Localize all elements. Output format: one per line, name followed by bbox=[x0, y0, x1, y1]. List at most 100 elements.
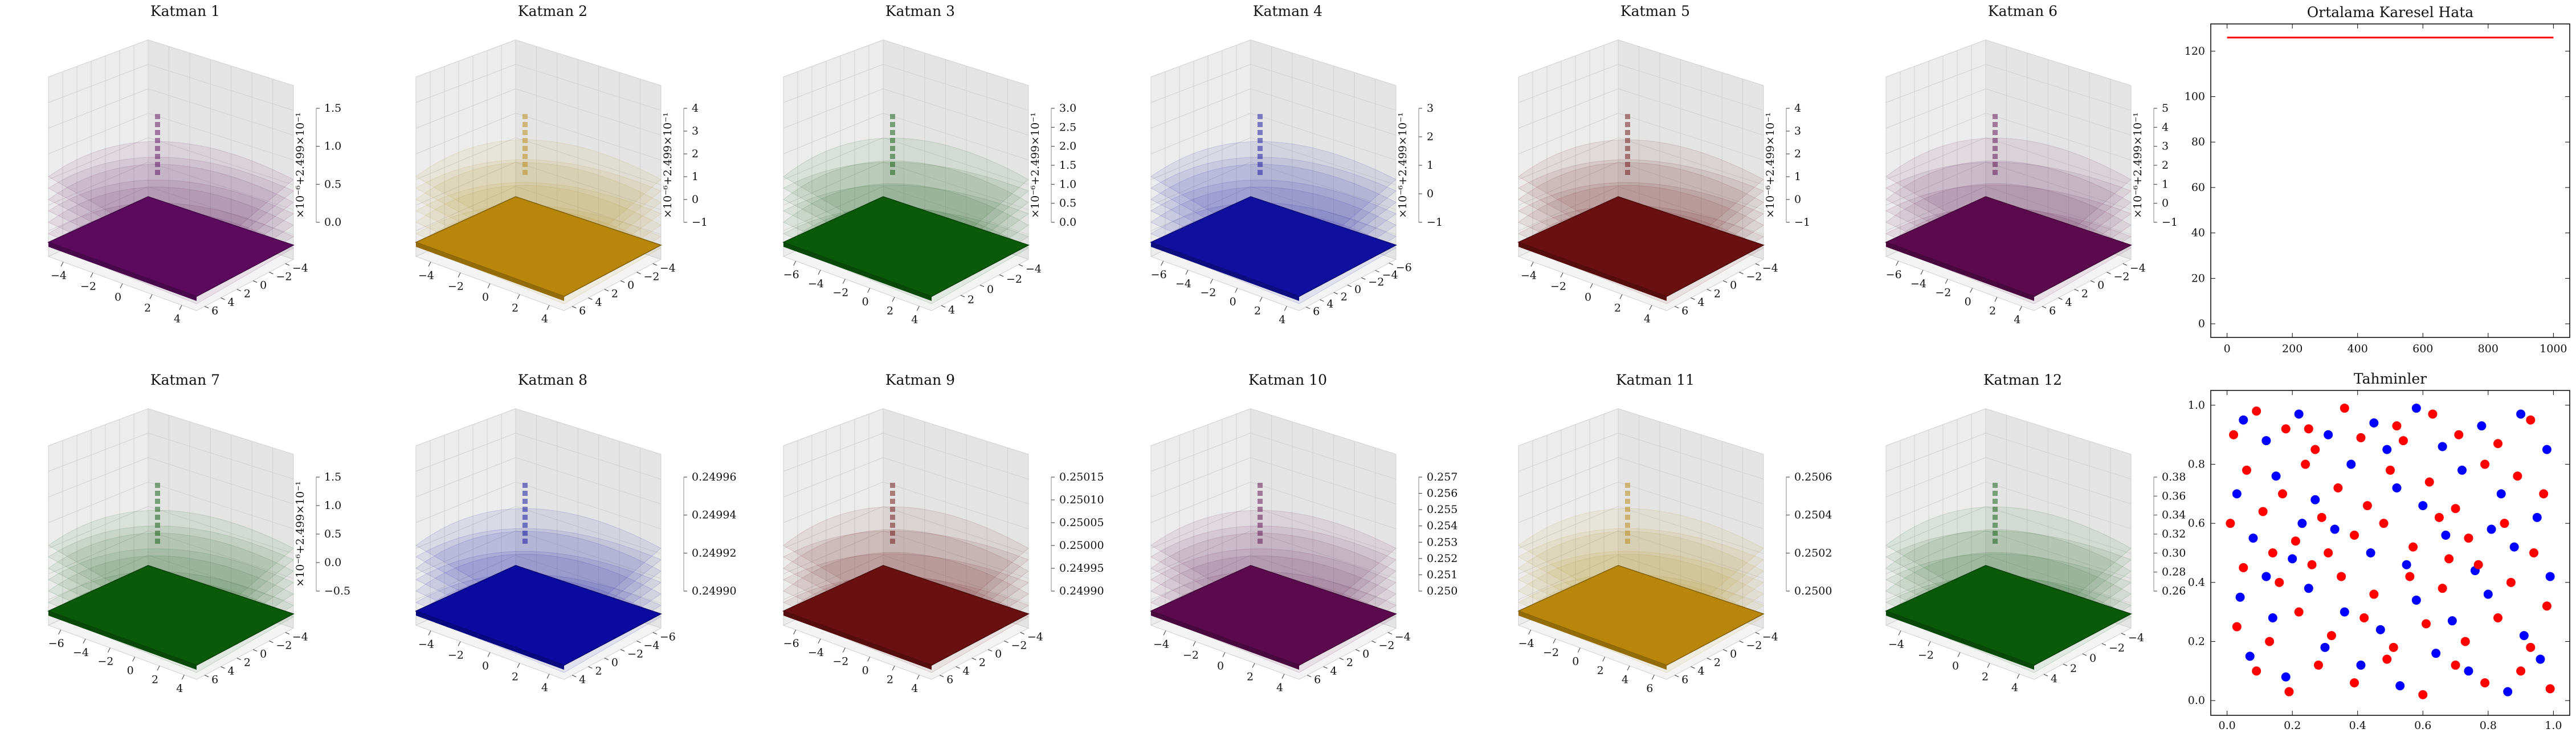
y-tick-label: 2 bbox=[2081, 288, 2088, 300]
y-tick-label: 6 bbox=[579, 305, 586, 317]
x-tick-mark bbox=[793, 260, 797, 266]
marker-point bbox=[1625, 483, 1630, 488]
y-tick-label: 2 bbox=[967, 294, 974, 306]
z-tick-label: 1 bbox=[1794, 170, 1801, 183]
y-tick-label: −4 bbox=[1762, 631, 1778, 644]
scatter-point bbox=[2288, 554, 2297, 564]
x-tick-label: 0 bbox=[2224, 343, 2231, 355]
marker-point bbox=[890, 162, 895, 167]
y-tick-mark bbox=[1674, 675, 1679, 677]
x-tick-mark bbox=[517, 663, 520, 668]
y-tick-mark bbox=[1722, 280, 1728, 283]
scatter-point bbox=[2516, 409, 2526, 419]
x-tick-mark bbox=[867, 657, 871, 662]
pane-gridlines bbox=[48, 45, 294, 253]
y-tick-mark bbox=[939, 675, 944, 677]
y-tick-label: 0.2 bbox=[2188, 635, 2205, 648]
marker-point bbox=[1258, 491, 1263, 496]
scatter-point bbox=[2284, 687, 2294, 697]
scatter-point bbox=[2411, 595, 2421, 605]
z-tick-label: 0 bbox=[1427, 188, 1434, 200]
scatter-point bbox=[2229, 430, 2239, 439]
x-tick-mark bbox=[1970, 288, 1973, 293]
scatter-point bbox=[2333, 483, 2343, 492]
marker-point bbox=[155, 499, 160, 504]
pane-gridlines bbox=[1885, 45, 2132, 253]
x-tick-mark bbox=[181, 674, 185, 680]
x-tick-label: −2 bbox=[1550, 280, 1566, 293]
y-tick-label: 2 bbox=[979, 657, 986, 669]
pane-gridlines bbox=[415, 45, 662, 253]
x-tick-mark bbox=[916, 674, 920, 680]
marker-point bbox=[1258, 146, 1263, 151]
marker-point bbox=[890, 507, 895, 512]
x-tick-mark bbox=[842, 648, 846, 653]
marker-point bbox=[1625, 170, 1630, 175]
marker-point bbox=[890, 130, 895, 135]
x-tick-label: 0 bbox=[1217, 660, 1224, 673]
marker-point bbox=[1625, 539, 1630, 544]
marker-point bbox=[522, 130, 528, 135]
z-tick-label: 1.0 bbox=[1059, 178, 1076, 190]
marker-point bbox=[522, 483, 528, 488]
marker-point bbox=[1993, 114, 1998, 119]
scatter-point bbox=[2291, 536, 2300, 546]
y-tick-label: 0 bbox=[1354, 283, 1361, 296]
x-tick-mark bbox=[1651, 674, 1655, 680]
y-tick-label: 6 bbox=[1313, 306, 1320, 318]
z-offset-label: ×10⁻⁶+2.499×10⁻¹ bbox=[2132, 112, 2144, 218]
y-tick-label: −4 bbox=[1027, 631, 1043, 644]
scatter-point bbox=[2258, 507, 2268, 516]
x-tick-mark bbox=[1945, 279, 1948, 284]
marker-point bbox=[1993, 130, 1998, 135]
y-tick-label: −6 bbox=[1396, 261, 1412, 274]
marker-point bbox=[890, 483, 895, 488]
z-tick-label: −1 bbox=[1794, 216, 1810, 229]
surface-edge bbox=[783, 242, 932, 301]
marker-point bbox=[522, 154, 528, 159]
surface-edge bbox=[416, 611, 564, 670]
y-tick-label: 2 bbox=[595, 665, 602, 678]
scatter-point bbox=[2422, 619, 2431, 629]
scatter-point bbox=[2493, 613, 2502, 622]
x-tick-mark bbox=[428, 630, 431, 636]
x-tick-mark bbox=[1560, 272, 1563, 278]
marker-point bbox=[1625, 515, 1630, 520]
x-tick-mark bbox=[793, 629, 797, 635]
marker-point bbox=[155, 130, 160, 135]
scatter-point bbox=[2418, 690, 2428, 699]
y-tick-label: 120 bbox=[2185, 45, 2205, 58]
scatter-point bbox=[2340, 404, 2349, 413]
x-tick-mark bbox=[1994, 297, 1998, 302]
x-tick-label: 1000 bbox=[2540, 343, 2567, 355]
marker-point bbox=[522, 515, 528, 520]
marker-point bbox=[890, 154, 895, 159]
scatter-point bbox=[2239, 563, 2248, 572]
y-tick-label: −2 bbox=[1379, 640, 1395, 652]
marker-point bbox=[1625, 138, 1630, 143]
marker-point bbox=[522, 114, 528, 119]
y-tick-mark bbox=[1347, 284, 1352, 287]
x-tick-label: 2 bbox=[152, 673, 158, 686]
marker-point bbox=[1993, 499, 1998, 504]
y-tick-mark bbox=[620, 280, 625, 283]
y-tick-label: 0.4 bbox=[2188, 576, 2205, 589]
surface-edge bbox=[416, 242, 564, 301]
y-tick-mark bbox=[999, 274, 1004, 277]
marker-point bbox=[1625, 122, 1630, 127]
marker-point bbox=[890, 138, 895, 143]
z-tick-label: 0.25005 bbox=[1059, 516, 1104, 529]
z-tick-label: 0 bbox=[2162, 197, 2169, 210]
y-tick-mark bbox=[571, 675, 577, 677]
x-tick-label: −6 bbox=[48, 637, 64, 650]
surface-panel-3: Katman 3−6−4−2024−4−20240.00.51.01.52.02… bbox=[782, 3, 1076, 326]
x-tick-label: 0 bbox=[862, 664, 869, 677]
y-tick-mark bbox=[652, 263, 658, 266]
x-tick-label: −6 bbox=[783, 637, 799, 650]
y-tick-label: 2 bbox=[1341, 291, 1348, 303]
y-tick-mark bbox=[269, 641, 273, 643]
marker-point bbox=[1258, 539, 1263, 544]
y-tick-label: −6 bbox=[660, 631, 676, 644]
scatter-point bbox=[2473, 560, 2483, 569]
z-tick-label: 0.25015 bbox=[1059, 471, 1104, 483]
